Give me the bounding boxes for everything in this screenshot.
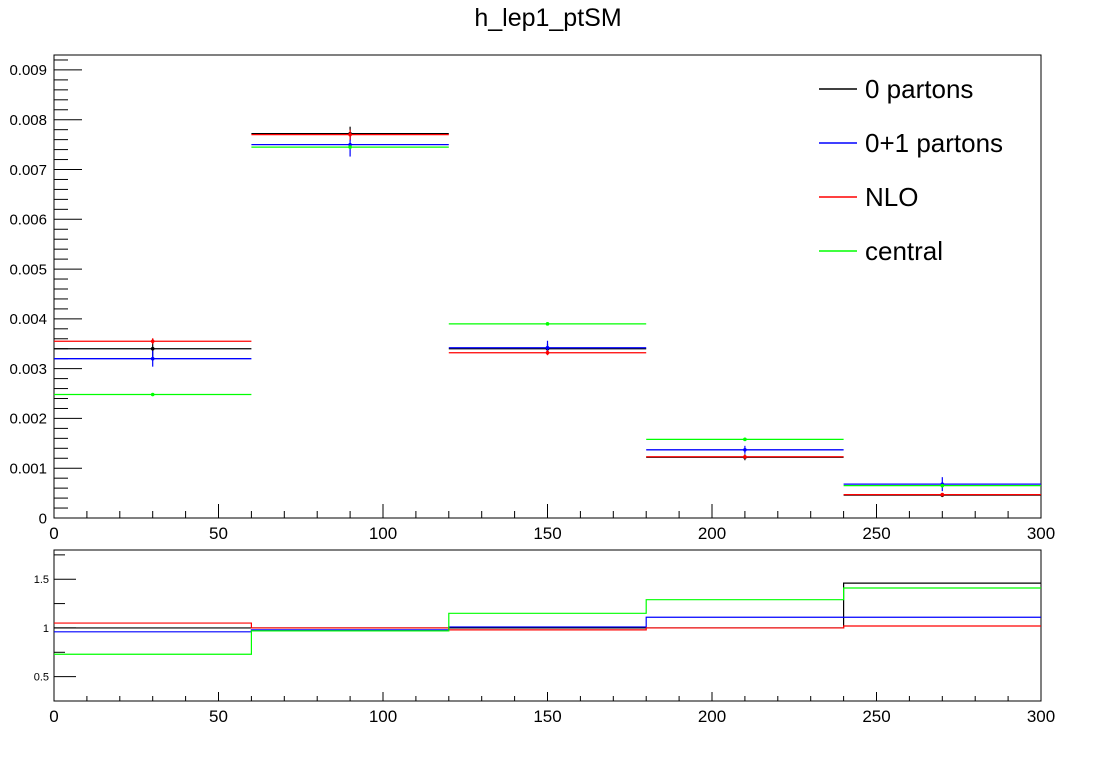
y-tick-label: 0.003 (9, 361, 47, 378)
legend-label: 0+1 partons (865, 128, 1003, 158)
data-point (348, 132, 352, 137)
data-point (743, 454, 747, 459)
plot-frame (53, 54, 1042, 519)
x-tick-label: 200 (698, 524, 726, 543)
x-tick-label: 50 (209, 707, 228, 726)
data-point (150, 392, 155, 397)
x-tick-label: 300 (1027, 524, 1055, 543)
data-point (743, 447, 747, 452)
series-2 (54, 622, 1041, 631)
data-point (545, 345, 550, 350)
series-1 (54, 132, 1041, 492)
chart-title: h_lep1_ptSM (474, 4, 622, 32)
series-3 (54, 145, 1041, 488)
y-tick-label: 0 (39, 510, 47, 527)
data-point (150, 356, 155, 361)
y-tick-label: 0.009 (9, 62, 47, 79)
data-point (150, 339, 155, 344)
ratio-line (54, 587, 1041, 655)
series-0 (54, 582, 1041, 629)
x-tick-label: 250 (862, 524, 890, 543)
ratio-line (54, 622, 1041, 631)
y-tick-label: 0.008 (9, 112, 47, 129)
y-tick-label: 0.005 (9, 261, 47, 278)
x-tick-label: 100 (369, 707, 397, 726)
data-point (545, 350, 550, 355)
x-tick-label: 300 (1027, 707, 1055, 726)
y-tick-label: 1.5 (34, 574, 49, 586)
y-tick-label: 0.007 (9, 162, 47, 179)
x-tick-label: 150 (533, 707, 561, 726)
data-point (348, 145, 352, 149)
data-point (545, 322, 550, 326)
x-tick-label: 250 (862, 707, 890, 726)
legend: 0 partons 0+1 partons NLO central (819, 74, 1003, 266)
y-tick-label: 1 (43, 623, 49, 635)
series-3 (54, 587, 1041, 655)
data-point (940, 492, 945, 497)
x-tick-label: 0 (49, 524, 58, 543)
data-point (348, 142, 352, 147)
x-tick-label: 150 (533, 524, 561, 543)
y-tick-label: 0.006 (9, 212, 47, 229)
data-point (150, 346, 155, 351)
legend-label: NLO (865, 182, 918, 212)
y-tick-label: 0.004 (9, 311, 47, 328)
x-tick-label: 100 (369, 524, 397, 543)
ratio-line (54, 582, 1041, 629)
ratio-plot: 0 50 100 150 200 250 300 0.5 1 1.5 (34, 549, 1055, 726)
data-point (940, 483, 945, 488)
y-tick-label: 0.002 (9, 411, 47, 428)
y-tick-label: 0.001 (9, 460, 47, 477)
x-tick-label: 200 (698, 707, 726, 726)
legend-label: central (865, 236, 943, 266)
x-tick-label: 0 (49, 707, 58, 726)
legend-label: 0 partons (865, 74, 973, 104)
data-point (743, 437, 747, 442)
main-plot: 0 50 100 150 200 250 300 0 0.001 0.002 0.003 0.004 0… (9, 54, 1055, 543)
x-tick-label: 50 (209, 524, 228, 543)
series-2 (54, 129, 1041, 497)
y-tick-label: 0.5 (34, 671, 49, 683)
